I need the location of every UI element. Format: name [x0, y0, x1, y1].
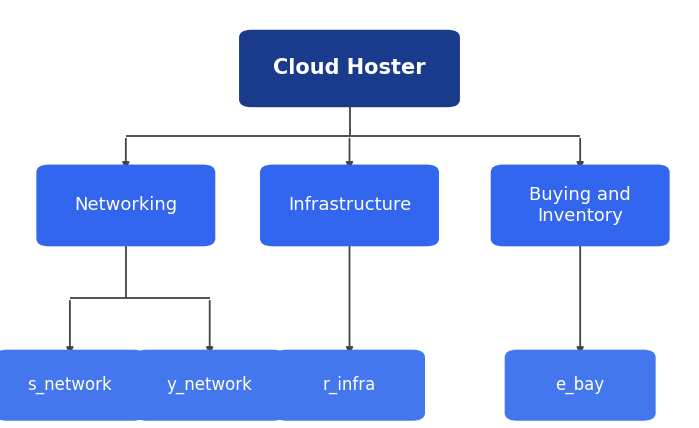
FancyBboxPatch shape: [491, 165, 670, 247]
Text: Networking: Networking: [74, 196, 178, 214]
FancyBboxPatch shape: [505, 350, 656, 421]
FancyBboxPatch shape: [36, 165, 215, 247]
FancyBboxPatch shape: [239, 30, 460, 107]
FancyBboxPatch shape: [0, 350, 145, 421]
Text: s_network: s_network: [27, 376, 113, 394]
Text: Cloud Hoster: Cloud Hoster: [273, 59, 426, 78]
Text: Infrastructure: Infrastructure: [288, 196, 411, 214]
Text: e_bay: e_bay: [556, 376, 605, 394]
Text: Buying and
Inventory: Buying and Inventory: [529, 186, 631, 225]
FancyBboxPatch shape: [260, 165, 439, 247]
Text: y_network: y_network: [167, 376, 252, 394]
FancyBboxPatch shape: [134, 350, 285, 421]
FancyBboxPatch shape: [274, 350, 425, 421]
Text: r_infra: r_infra: [323, 376, 376, 394]
